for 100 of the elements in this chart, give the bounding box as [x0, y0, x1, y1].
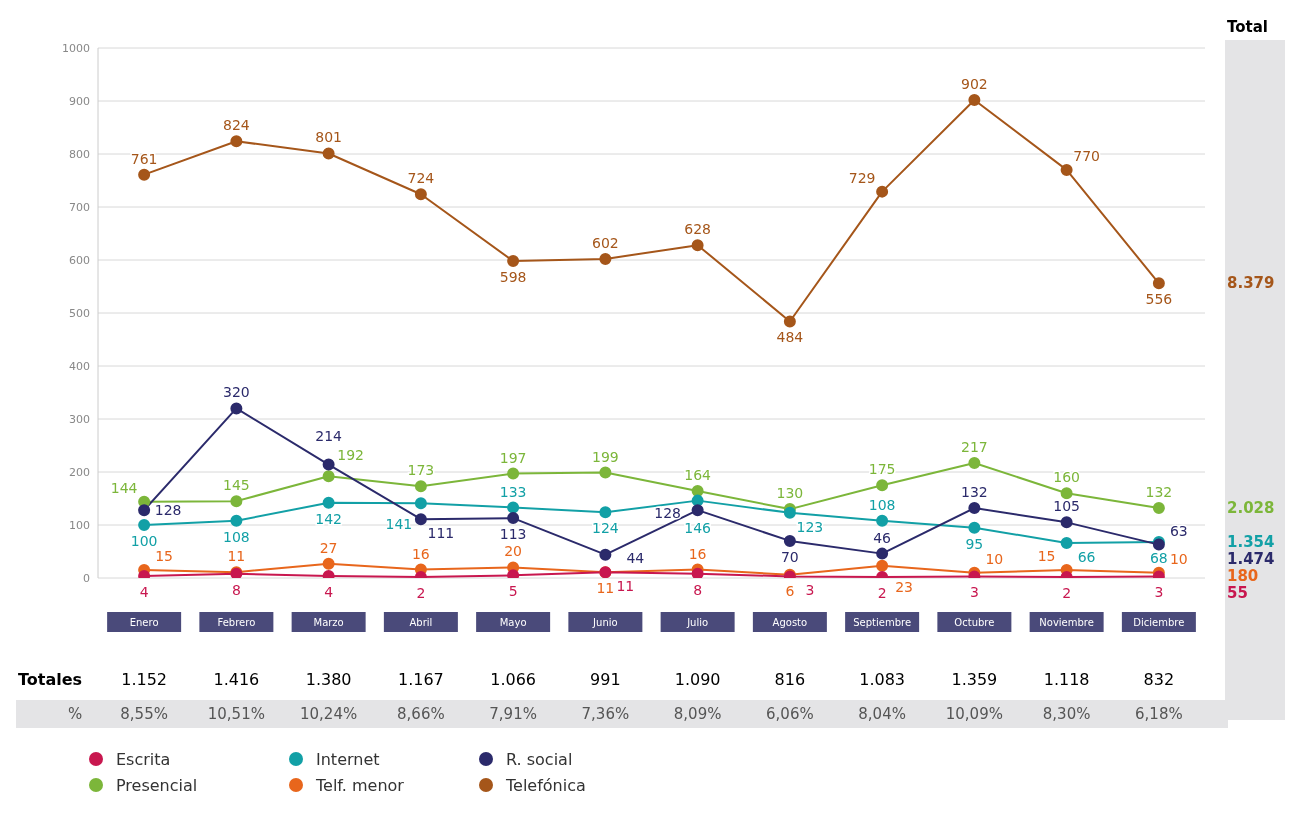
data-label: 199	[592, 448, 619, 465]
legend-label: R. social	[505, 748, 574, 771]
data-label: 132	[1145, 484, 1173, 501]
data-label: 23	[895, 578, 914, 595]
text: 1.167	[397, 670, 444, 689]
text: 10,51%	[206, 705, 266, 723]
text: 1.090	[674, 670, 721, 689]
data-label: 164	[684, 467, 712, 484]
x-tick-label: Febrero	[217, 617, 256, 628]
data-label: 11	[596, 580, 615, 597]
data-label: 11	[616, 578, 635, 595]
text: 1.118	[1043, 670, 1090, 689]
data-label: 68	[1149, 549, 1168, 566]
data-label: 105	[1053, 498, 1080, 515]
text: 7,36%	[580, 705, 631, 723]
data-label: 11	[227, 548, 246, 565]
legend-label: Escrita	[115, 748, 172, 771]
text: 10,24%	[299, 705, 359, 723]
data-label: 70	[780, 548, 799, 565]
data-label: 132	[961, 484, 988, 501]
text: 8.379	[1227, 274, 1275, 293]
data-label: 146	[684, 519, 712, 536]
y-tick-label: 700	[69, 200, 90, 214]
text: 1.083	[859, 670, 906, 689]
text: 180	[1227, 566, 1259, 585]
data-label: 192	[337, 447, 364, 464]
data-label: 142	[315, 510, 342, 527]
x-tick-label: Marzo	[313, 617, 344, 628]
data-label: 16	[688, 545, 707, 562]
data-label: 602	[592, 234, 619, 251]
text: 10,09%	[944, 705, 1004, 723]
text: Totales	[18, 670, 83, 689]
text: 6,06%	[765, 705, 815, 723]
text: 6,18%	[1134, 705, 1184, 723]
data-label: 770	[1073, 147, 1100, 164]
data-label: 123	[796, 518, 824, 535]
text: 1.380	[305, 670, 352, 689]
x-tick-label: Noviembre	[1039, 617, 1094, 628]
data-label: 729	[848, 169, 876, 186]
data-label: 15	[1037, 548, 1056, 565]
data-label: 3	[1154, 584, 1164, 601]
y-tick-label: 400	[69, 359, 90, 373]
text: 991	[590, 670, 621, 689]
text: 8,04%	[857, 705, 907, 723]
data-label: 27	[319, 539, 338, 556]
y-tick-label: 100	[69, 518, 90, 532]
data-label: 214	[315, 427, 343, 444]
data-label: 902	[961, 75, 988, 92]
data-label: 175	[868, 461, 896, 478]
text: 2.028	[1227, 499, 1275, 518]
data-label: 761	[130, 150, 158, 167]
data-label: 16	[411, 545, 430, 562]
data-label: 144	[110, 479, 138, 496]
x-tick-label: Abril	[409, 617, 433, 628]
y-tick-label: 800	[69, 147, 90, 161]
data-label: 824	[223, 117, 250, 134]
data-label: 128	[654, 505, 681, 522]
data-label: 133	[499, 483, 527, 500]
data-label: 63	[1169, 522, 1188, 539]
data-label: 801	[315, 129, 342, 146]
text: 8,66%	[396, 705, 446, 723]
data-label: 20	[504, 543, 523, 560]
data-label: 100	[130, 533, 158, 549]
data-label: 46	[873, 529, 892, 546]
text: 8,55%	[119, 705, 169, 723]
data-label: 2	[416, 584, 426, 601]
data-label: 160	[1053, 469, 1080, 486]
data-label: 10	[985, 550, 1004, 567]
y-tick-label: 900	[69, 94, 90, 108]
data-label: 8	[693, 581, 703, 598]
text: 7,91%	[488, 705, 538, 723]
y-tick-label: 600	[69, 253, 90, 267]
data-label: 113	[499, 526, 527, 543]
x-tick-label: Enero	[129, 617, 159, 628]
x-tick-label: Mayo	[499, 617, 527, 628]
data-label: 108	[223, 528, 250, 545]
data-label: 4	[139, 583, 149, 600]
data-label: 320	[223, 384, 250, 401]
data-label: 3	[805, 582, 815, 599]
data-label: 8	[231, 581, 241, 598]
y-tick-label: 300	[69, 412, 90, 426]
data-label: 108	[868, 496, 896, 513]
data-label: 197	[499, 449, 527, 466]
data-label: 111	[427, 525, 455, 542]
data-label: 217	[961, 438, 988, 455]
data-label: 141	[385, 516, 413, 533]
text: Total	[1227, 18, 1268, 36]
data-label: 598	[499, 269, 527, 286]
data-label: 128	[154, 502, 182, 519]
data-label: 628	[684, 221, 711, 238]
x-tick-label: Julio	[686, 617, 709, 628]
text: 8,30%	[1041, 705, 1092, 723]
legend-label: Presencial	[115, 774, 199, 797]
y-tick-label: 1000	[62, 41, 90, 55]
text: 1.354	[1227, 532, 1275, 551]
data-label: 724	[407, 170, 435, 187]
legend-label: Telefónica	[505, 774, 587, 797]
data-label: 2	[1062, 584, 1072, 601]
data-label: 2	[877, 584, 887, 601]
data-label: 6	[785, 582, 795, 599]
